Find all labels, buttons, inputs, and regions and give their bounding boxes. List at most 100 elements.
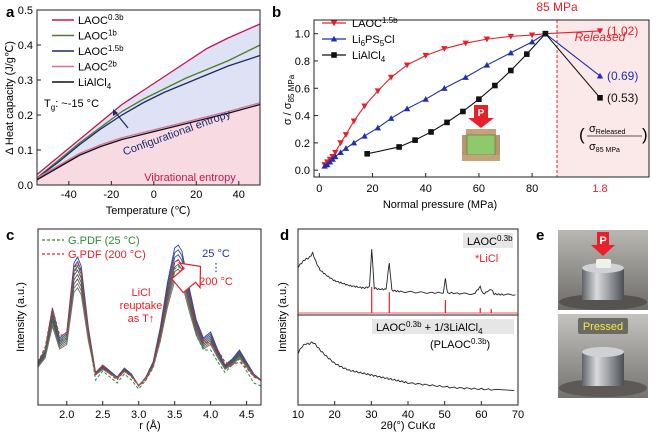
panel-c-temp-top: 25 °C bbox=[202, 248, 230, 260]
panel-a-xtick-label-4: 40 bbox=[233, 189, 245, 201]
panel-b-point-2-4 bbox=[444, 119, 450, 126]
panel-b-legend-marker-0 bbox=[330, 20, 338, 27]
panel-b-released-tick: 1.8 bbox=[592, 183, 607, 195]
panel-a-legend-label-3: LAOC2b bbox=[78, 60, 117, 74]
panel-d-bottom-label-short: (PLAOC0.3b) bbox=[430, 337, 490, 351]
panel-b-press-inset: P bbox=[462, 105, 500, 161]
panel-d-letter: d bbox=[280, 227, 289, 244]
panel-b-point-2-10 bbox=[542, 30, 549, 37]
panel-c-xlabel: r (Å) bbox=[139, 419, 160, 432]
panel-c-gpdf200-series bbox=[37, 259, 262, 387]
panel-d-bottom-label: LAOC0.3b + 1/3LiAlCl4 bbox=[376, 320, 483, 336]
panel-b-ylabel: σ / σ85 MPa bbox=[282, 74, 296, 125]
panel-a-letter: a bbox=[6, 4, 15, 21]
panel-b-released-value-1: (0.69) bbox=[607, 69, 638, 83]
panel-c-ylabel: Intensity (a.u.) bbox=[15, 282, 27, 352]
panel-c-note-line-1: LiCl bbox=[132, 287, 151, 299]
panel-b-point-0-13 bbox=[441, 46, 448, 52]
panel-b-axes-frame bbox=[313, 19, 650, 178]
panel-b-point-2-2 bbox=[412, 137, 418, 143]
panel-b-point-1-9 bbox=[374, 124, 382, 131]
panel-d-top-pattern bbox=[297, 249, 516, 296]
panel-b-inset-top-piston bbox=[466, 129, 496, 135]
panel-a-ytick-label-0: 0.0 bbox=[18, 180, 33, 192]
panel-b-x-ticks: 0 20 40 60 80 bbox=[316, 173, 538, 195]
panel-d-x-ticks: 10 20 30 40 50 60 70 bbox=[292, 401, 524, 421]
panel-b-point-2-0 bbox=[364, 150, 370, 157]
panel-b-ratio-open-paren: ( bbox=[579, 125, 585, 144]
panel-a-ytick-label-5: 0.5 bbox=[18, 5, 33, 17]
panel-c-note-line-2: reuptake bbox=[120, 300, 163, 312]
panel-b-legend: LAOC1.5b Li6PS5Cl LiAlCl4 bbox=[322, 16, 398, 64]
panel-d-xlabel: 2θ(°) CuKα bbox=[381, 420, 436, 432]
panel-c-axes-frame bbox=[37, 228, 262, 406]
panel-c-xtick-label-5: 4.5 bbox=[239, 409, 254, 421]
panel-a-series-0 bbox=[36, 23, 261, 176]
panel-b-ytick-label-2: 0.4 bbox=[295, 111, 310, 123]
panel-b-point-0-5 bbox=[337, 140, 344, 147]
panel-c-xtick-label-0: 2.0 bbox=[59, 409, 74, 421]
panel-b-ytick-label-3: 0.6 bbox=[295, 83, 310, 95]
panel-b-ratio-annotation: ( σReleased σ85 MPa ) bbox=[579, 123, 648, 154]
panel-c-xtick-label-3: 3.5 bbox=[167, 409, 182, 421]
panel-b-point-0-10 bbox=[387, 74, 395, 81]
panel-b-legend-label-1: Li6PS5Cl bbox=[352, 34, 395, 48]
panel-b-legend-label-2: LiAlCl4 bbox=[352, 50, 386, 64]
panel-b-point-2-8 bbox=[508, 67, 514, 74]
panel-b-legend-marker-2 bbox=[331, 52, 337, 58]
panel-b-xtick-label-2: 40 bbox=[420, 183, 432, 195]
panel-a-xtick-label-0: -40 bbox=[61, 189, 77, 201]
panel-a-legend-label-2: LAOC1.5b bbox=[78, 44, 124, 58]
photo-bottom-label-box bbox=[578, 318, 628, 334]
panel-a-series bbox=[36, 23, 261, 181]
panel-b-point-2-5 bbox=[460, 108, 466, 115]
panel-d-xtick-label-6: 70 bbox=[512, 409, 524, 421]
panel-b-inset-arrow-body bbox=[474, 105, 488, 118]
panel-b-released-region bbox=[557, 20, 649, 177]
panel-e-letter: e bbox=[536, 227, 544, 244]
panel-c-note-line-3: as T↑ bbox=[128, 313, 155, 325]
photo-bottom-die-face bbox=[582, 347, 624, 357]
panel-d-bottom-pattern bbox=[297, 341, 515, 392]
panel-b-point-1-11 bbox=[403, 105, 411, 112]
panel-b-point-1-7 bbox=[350, 139, 358, 146]
panel-a-fill-regions bbox=[37, 24, 260, 185]
panel-a-arrow-head bbox=[113, 109, 118, 116]
panel-b-point-2-3 bbox=[428, 129, 434, 135]
panel-c-temp-dots: ⋮ bbox=[211, 262, 222, 274]
panel-a-legend-label-1: LAOC1b bbox=[78, 29, 117, 43]
panel-b-letter: b bbox=[272, 4, 281, 21]
panel-a-ytick-label-2: 0.2 bbox=[18, 110, 33, 122]
panel-b-released-point-0 bbox=[596, 28, 604, 35]
panel-c-legend-label-0: G.PDF (25 °C) bbox=[68, 235, 140, 247]
panel-b-inset-p-label: P bbox=[478, 108, 485, 119]
panel-b-point-1-6 bbox=[342, 145, 350, 151]
panel-b-released-value-2: (0.53) bbox=[607, 91, 638, 105]
panel-a-series-1 bbox=[36, 44, 261, 179]
panel-b-legend-label-0: LAOC1.5b bbox=[352, 16, 398, 30]
panel-c-gpdf25-series bbox=[37, 264, 262, 390]
panel-a-ylabel: Δ Heat capacity (J/g℃) bbox=[4, 41, 16, 155]
panel-c-xtick-label-1: 2.5 bbox=[95, 409, 110, 421]
panel-b-inset-arrow-tip bbox=[468, 118, 494, 128]
panel-b-point-0-9 bbox=[374, 88, 382, 95]
panel-c: c 2.0 2.5 3.0 3.5 4.0 4.5 r (Å) Intensity (a.… bbox=[6, 227, 262, 432]
panel-b-xtick-label-4: 80 bbox=[526, 183, 538, 195]
panel-b-point-1-5 bbox=[337, 149, 344, 155]
panel-a-ytick-label-4: 0.4 bbox=[18, 40, 33, 52]
panel-b-point-1-10 bbox=[387, 115, 395, 121]
panel-d-ylabel: Intensity (a.u.) bbox=[277, 282, 289, 352]
panel-b-inset-powder bbox=[466, 134, 496, 156]
panel-a-x-ticks: -40 -20 0 20 40 bbox=[61, 181, 245, 201]
panel-b-ratio-close-paren: ) bbox=[642, 125, 648, 144]
panel-b-xlabel: Normal pressure (MPa) bbox=[383, 199, 497, 211]
panel-b-inset-right-wall bbox=[495, 135, 500, 159]
photo-top-die-body bbox=[582, 268, 624, 300]
panel-b-legend-marker-1 bbox=[330, 35, 338, 42]
photo-bottom-die-body bbox=[582, 352, 624, 386]
panel-a-series-2 bbox=[36, 54, 261, 179]
photo-bottom-plate bbox=[559, 379, 647, 397]
panel-a-legend-label-0: LAOC0.3b bbox=[78, 13, 124, 27]
panel-c-trend-arrow bbox=[170, 262, 202, 294]
